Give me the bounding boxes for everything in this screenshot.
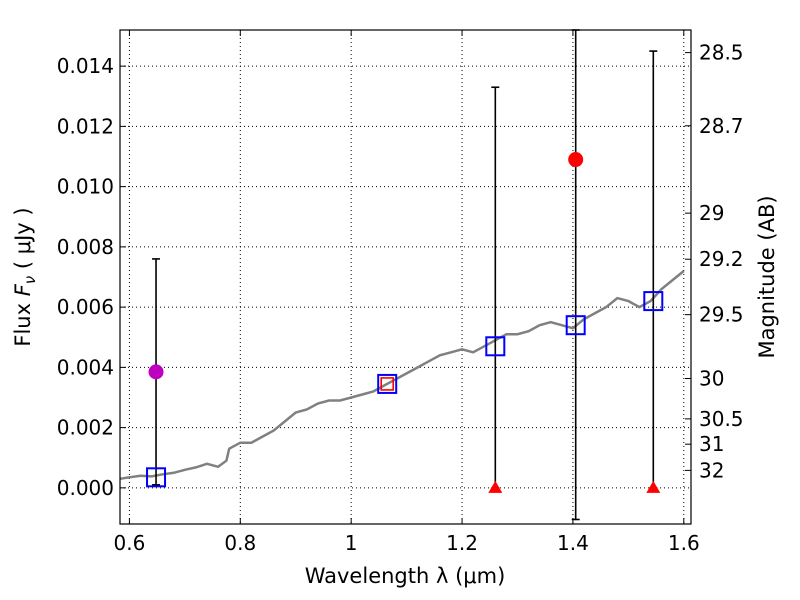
y-axis-title-subscript: ν (21, 276, 39, 284)
y-tick-label: 0.008 (57, 235, 114, 259)
x-tick-label: 0.6 (114, 531, 146, 555)
y-axis-title-symbol: F (11, 283, 35, 296)
y2-tick-label: 30.5 (699, 407, 744, 431)
x-tick-label: 1 (345, 531, 358, 555)
y-tick-label: 0.000 (57, 476, 114, 500)
plot-frame (119, 29, 692, 525)
y-tick-label: 0.002 (57, 416, 114, 440)
y-tick-label: 0.004 (57, 355, 114, 379)
model-spectrum-line (119, 270, 685, 481)
photometry-square-marker (485, 336, 506, 357)
y-tick-label: 0.006 (57, 295, 114, 319)
y-axis-title-prefix: Flux (11, 296, 35, 346)
photometry-square-marker (146, 467, 167, 488)
y-tick-label: 0.012 (57, 114, 114, 138)
x-tick-label: 1.4 (557, 531, 589, 555)
photometry-square-marker (377, 373, 398, 394)
x-tick-label: 1.2 (446, 531, 478, 555)
y2-axis-title: Magnitude (AB) (755, 195, 779, 358)
axis-ticks (120, 30, 691, 524)
y-axis-title-unit: ( μJy ) (11, 207, 35, 275)
x-axis-title: Wavelength λ (μm) (305, 564, 506, 588)
photometry-square-marker (643, 291, 664, 312)
photometry-circle-marker (148, 364, 164, 380)
upper-limit-triangle-marker (488, 480, 503, 493)
grid-lines (120, 30, 691, 524)
y2-tick-label: 32 (699, 458, 724, 482)
y2-tick-label: 29.5 (699, 303, 744, 327)
tick-labels: 0.6 0.8 1 1.2 1.4 1.6 0.000 0.002 0.004 0.006 0.00… (57, 41, 744, 555)
photometry-square-marker (565, 315, 586, 336)
y2-tick-label: 30 (699, 367, 724, 391)
photometry-circle-marker (568, 152, 584, 168)
upper-limit-triangle-marker (646, 480, 661, 493)
x-tick-label: 1.6 (668, 531, 700, 555)
data-series (119, 29, 685, 521)
y-tick-label: 0.014 (57, 54, 114, 78)
y2-tick-label: 29 (699, 201, 724, 225)
photometry-small-square-marker (380, 377, 395, 391)
x-tick-label: 0.8 (224, 531, 256, 555)
y2-tick-label: 29.2 (699, 247, 744, 271)
y2-tick-label: 31 (699, 432, 724, 456)
y2-tick-label: 28.5 (699, 41, 744, 65)
y-tick-label: 0.010 (57, 175, 114, 199)
y2-tick-label: 28.7 (699, 114, 744, 138)
y-axis-title: Flux Fν ( μJy ) (11, 207, 39, 346)
